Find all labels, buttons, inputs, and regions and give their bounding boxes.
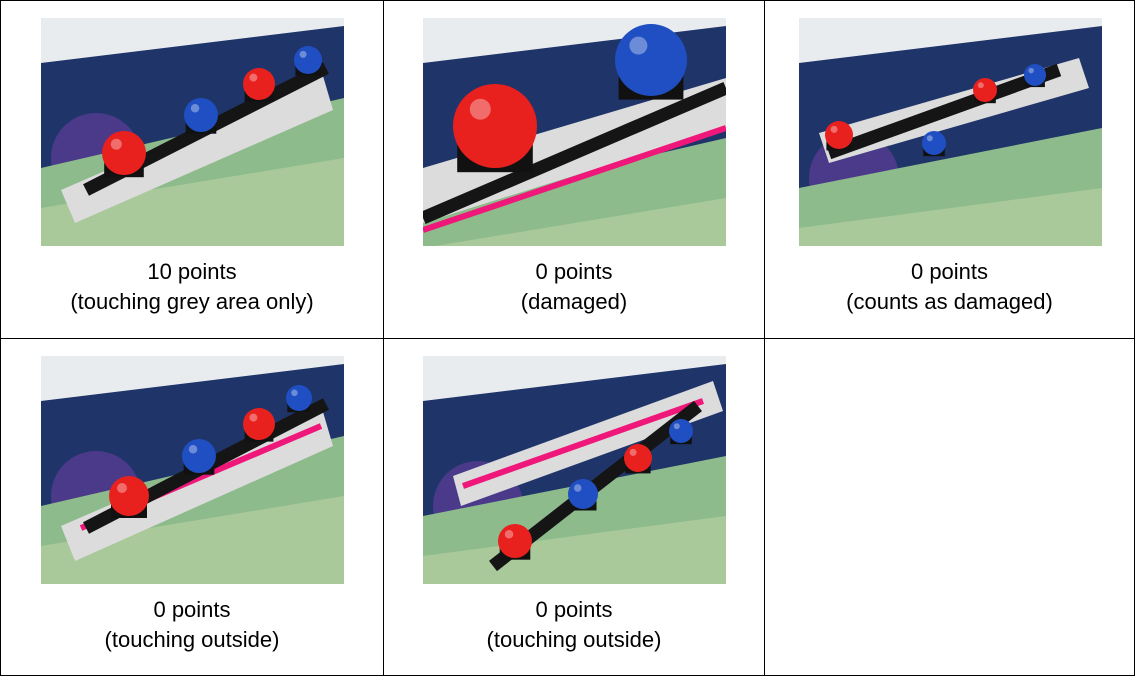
grey-area (61, 76, 333, 223)
ball (568, 479, 598, 509)
ball-highlight (469, 98, 491, 120)
table-cell (764, 338, 1135, 676)
ball (825, 121, 853, 149)
note-label: (counts as damaged) (846, 289, 1053, 314)
ball-highlight (574, 484, 582, 492)
ball (243, 408, 275, 440)
ground-light (423, 198, 726, 246)
ball (922, 131, 946, 155)
ball (243, 68, 275, 100)
ball-highlight (188, 444, 198, 454)
points-label: 0 points (910, 259, 989, 284)
ball-highlight (249, 73, 258, 82)
ground-light (41, 496, 344, 584)
ball (1024, 64, 1046, 86)
ball-highlight (190, 103, 200, 113)
ball (498, 524, 532, 558)
border-strip (423, 356, 726, 401)
photo (41, 18, 344, 246)
points-label: 0 points (153, 597, 231, 622)
ball-highlight (926, 135, 933, 142)
ball (624, 444, 652, 472)
note-label: (damaged) (520, 289, 628, 314)
ball-highlight (110, 138, 122, 150)
ball (669, 419, 693, 443)
ball-highlight (977, 82, 984, 89)
photo (799, 18, 1102, 246)
ball (615, 24, 687, 96)
ball (973, 78, 997, 102)
ball (184, 98, 218, 132)
table-cell: 10 points (touching grey area only) (0, 0, 384, 339)
border-strip (41, 356, 344, 401)
ball-highlight (1028, 67, 1034, 74)
ball-highlight (629, 36, 648, 55)
border-strip (799, 18, 1102, 63)
note-label: (touching outside) (486, 627, 662, 652)
ball (286, 385, 312, 411)
ball (453, 84, 537, 168)
lego-beam (826, 63, 1062, 160)
ball-highlight (504, 529, 514, 539)
pink-line (423, 125, 726, 233)
ball (109, 476, 149, 516)
ball (294, 46, 322, 74)
note-label: (touching grey area only) (70, 289, 314, 314)
ball (102, 131, 146, 175)
photo (423, 18, 726, 246)
table-cell: 0 points (touching outside) (383, 338, 765, 676)
ball-highlight (249, 413, 258, 422)
points-label: 10 points (147, 259, 237, 284)
table-cell: 0 points (counts as damaged) (764, 0, 1135, 339)
ball-highlight (117, 483, 127, 493)
points-label: 0 points (535, 597, 613, 622)
ball (182, 439, 216, 473)
border-strip (41, 18, 344, 63)
ball-highlight (291, 389, 298, 397)
lego-beam (423, 82, 726, 224)
ball-highlight (629, 448, 637, 456)
ground-light (799, 188, 1102, 246)
ball-highlight (830, 125, 838, 133)
photo (423, 356, 726, 584)
photo (41, 356, 344, 584)
ball-highlight (299, 50, 307, 58)
note-label: (touching outside) (104, 627, 280, 652)
table-cell: 0 points (damaged) (383, 0, 765, 339)
points-label: 0 points (535, 259, 613, 284)
ground-light (41, 158, 344, 246)
ball-highlight (673, 423, 680, 430)
table-cell: 0 points (touching outside) (0, 338, 384, 676)
pink-line (461, 398, 705, 489)
